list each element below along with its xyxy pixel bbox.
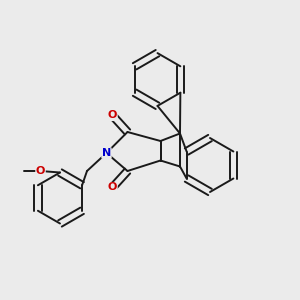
- Text: O: O: [36, 166, 45, 176]
- Text: N: N: [102, 148, 111, 158]
- Text: O: O: [108, 110, 117, 121]
- Text: O: O: [108, 182, 117, 193]
